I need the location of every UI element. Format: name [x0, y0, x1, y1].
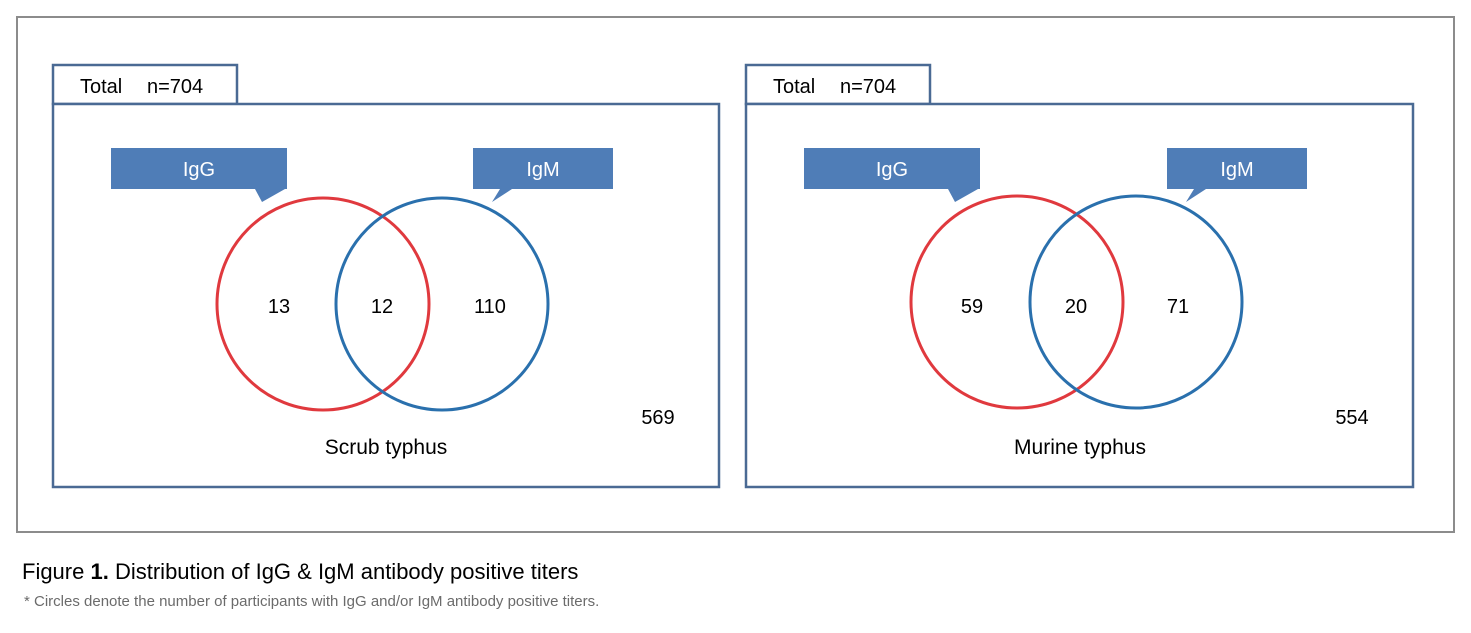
panel-scrub-typhus: Total n=704 IgG IgM 13 12 110 569 Scrub … — [51, 63, 721, 489]
igm-circle — [334, 196, 550, 412]
neither-count: 569 — [641, 407, 674, 429]
both-count: 12 — [371, 296, 393, 318]
igg-callout-label: IgG — [183, 159, 215, 181]
igm-callout — [1167, 148, 1307, 202]
both-count: 20 — [1065, 296, 1087, 318]
figure-note: * Circles denote the number of participa… — [24, 593, 600, 610]
figure-caption: Figure 1. Distribution of IgG & IgM anti… — [22, 559, 578, 585]
figure-frame — [16, 16, 1455, 533]
caption-prefix: Figure — [22, 559, 85, 584]
igg-callout — [111, 148, 287, 202]
panel-murine-typhus: Total n=704 IgG IgM 59 20 71 554 Murine … — [744, 63, 1415, 489]
igg-only-count: 13 — [268, 296, 290, 318]
igm-callout-label: IgM — [526, 159, 559, 181]
igm-only-count: 71 — [1167, 296, 1189, 318]
igg-callout — [804, 148, 980, 202]
igm-circle — [1028, 194, 1244, 410]
panel-title: Scrub typhus — [325, 436, 448, 459]
igg-circle — [215, 196, 431, 412]
igm-callout-label: IgM — [1220, 159, 1253, 181]
igm-only-count: 110 — [474, 296, 506, 318]
igg-circle — [909, 194, 1125, 410]
total-label: Total — [80, 76, 122, 98]
caption-text: Distribution of IgG & IgM antibody posit… — [114, 559, 579, 584]
igm-callout — [473, 148, 613, 202]
panel-title: Murine typhus — [1014, 436, 1146, 459]
total-n: n=704 — [840, 76, 896, 98]
total-n: n=704 — [147, 76, 203, 98]
caption-number: 1. — [90, 559, 109, 584]
neither-count: 554 — [1335, 407, 1368, 429]
igg-only-count: 59 — [961, 296, 983, 318]
igg-callout-label: IgG — [876, 159, 908, 181]
total-label: Total — [773, 76, 815, 98]
